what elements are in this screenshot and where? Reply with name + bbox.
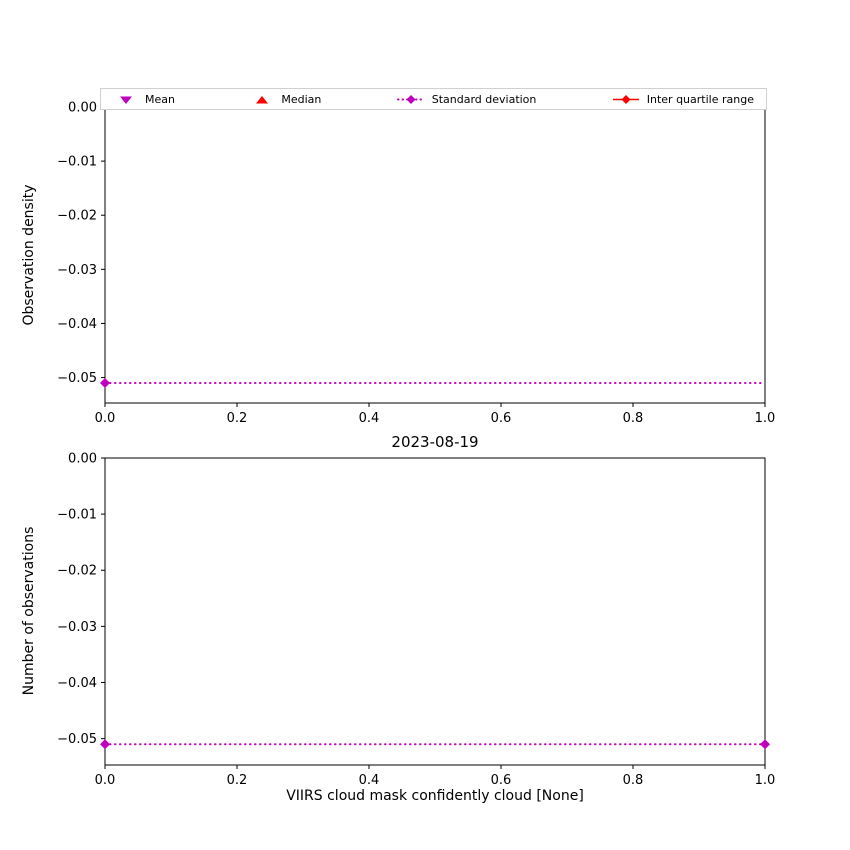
iqr-errorbar-icon xyxy=(612,94,639,104)
svg-text:−0.01: −0.01 xyxy=(57,155,97,170)
svg-text:0.6: 0.6 xyxy=(491,411,512,426)
svg-text:0.00: 0.00 xyxy=(68,452,97,467)
bottom-y-axis-label: Number of observations xyxy=(21,526,37,696)
svg-text:0.00: 0.00 xyxy=(68,101,97,116)
svg-text:0.0: 0.0 xyxy=(95,411,116,426)
svg-text:−0.01: −0.01 xyxy=(57,508,97,523)
legend-label-median: Median xyxy=(281,92,322,106)
legend-label-mean: Mean xyxy=(145,92,175,106)
legend-label-inter-quartile-range: Inter quartile range xyxy=(646,92,754,106)
mean-triangle-down-icon xyxy=(120,96,132,104)
svg-text:−0.02: −0.02 xyxy=(57,564,97,579)
legend-entry-inter-quartile-range: Inter quartile range xyxy=(611,93,754,106)
svg-text:0.8: 0.8 xyxy=(623,411,644,426)
top-y-axis-label: Observation density xyxy=(21,184,37,326)
legend-entry-standard-deviation: Standard deviation xyxy=(396,92,537,106)
legend: Mean Median Standard deviation Inter qua… xyxy=(100,88,767,110)
svg-text:−0.02: −0.02 xyxy=(57,209,97,224)
svg-text:−0.05: −0.05 xyxy=(57,732,97,747)
legend-entry-mean: Mean xyxy=(113,93,175,106)
svg-text:0.6: 0.6 xyxy=(491,773,512,788)
svg-text:0.2: 0.2 xyxy=(227,773,248,788)
svg-text:1.0: 1.0 xyxy=(755,411,776,426)
bottom-chart-title: 2023-08-19 xyxy=(391,433,479,451)
svg-text:0.4: 0.4 xyxy=(359,773,380,788)
svg-text:−0.05: −0.05 xyxy=(57,371,97,386)
svg-text:0.8: 0.8 xyxy=(623,773,644,788)
median-triangle-up-icon xyxy=(256,95,269,103)
legend-label-standard-deviation: Standard deviation xyxy=(431,92,537,106)
svg-text:−0.03: −0.03 xyxy=(57,620,97,635)
svg-text:−0.03: −0.03 xyxy=(57,263,97,278)
svg-text:0.0: 0.0 xyxy=(95,773,116,788)
svg-text:0.4: 0.4 xyxy=(359,411,380,426)
svg-text:−0.04: −0.04 xyxy=(57,317,97,332)
svg-text:−0.04: −0.04 xyxy=(57,676,97,691)
svg-text:0.2: 0.2 xyxy=(227,411,248,426)
bottom-x-axis-label: VIIRS cloud mask confidently cloud [None… xyxy=(286,788,584,804)
std-deviation-dotted-line-icon xyxy=(396,94,425,104)
svg-text:1.0: 1.0 xyxy=(755,773,776,788)
legend-entry-median: Median xyxy=(249,93,321,106)
